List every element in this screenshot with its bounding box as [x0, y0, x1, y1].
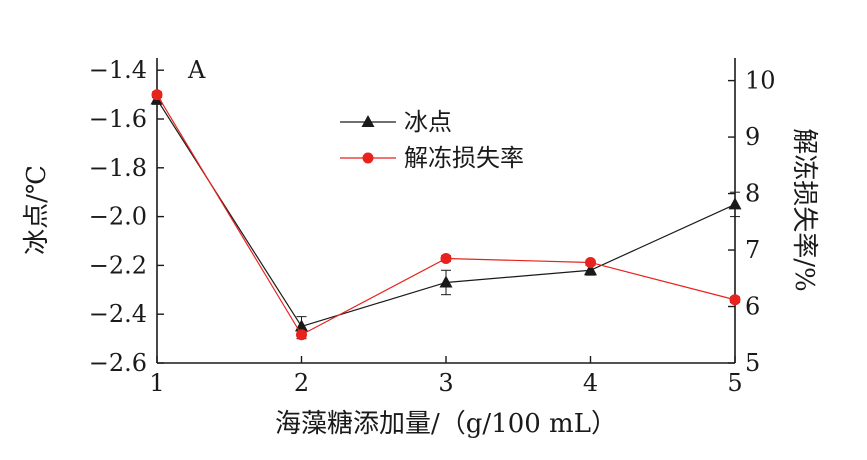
- data-point: [439, 275, 453, 288]
- legend-label: 解冻损失率: [404, 144, 524, 172]
- x-axis-ticks: 1 2 3 4 5: [149, 356, 743, 397]
- plot-frame: [156, 58, 736, 364]
- legend-label: 冰点: [404, 108, 452, 136]
- x-tick-label: 5: [727, 369, 742, 397]
- triangle-marker-icon: [361, 115, 375, 127]
- x-tick-label: 3: [438, 369, 453, 397]
- panel-label: A: [187, 56, 206, 84]
- right-tick-label: 9: [745, 123, 760, 151]
- series-layer: [150, 89, 742, 341]
- legend-item: 解冻损失率: [340, 144, 524, 172]
- data-point: [728, 197, 742, 210]
- left-tick-label: −1.6: [89, 105, 147, 133]
- x-tick-label: 1: [149, 369, 164, 397]
- right-tick-label: 5: [745, 349, 760, 377]
- legend-item: 冰点: [340, 108, 452, 136]
- left-axis-ticks: −1.4 −1.6 −1.8 −2.0 −2.2 −2.4 −2.6: [89, 56, 164, 377]
- left-tick-label: −2.4: [89, 300, 147, 328]
- data-point: [440, 253, 452, 265]
- circle-marker-icon: [362, 152, 374, 164]
- right-axis-ticks: 10 9 8 7 6 5: [728, 67, 776, 377]
- x-tick-label: 2: [294, 369, 309, 397]
- data-point: [584, 263, 597, 276]
- right-tick-label: 10: [745, 67, 776, 95]
- left-tick-label: −1.4: [89, 56, 147, 84]
- left-tick-label: −2.2: [89, 251, 147, 279]
- x-tick-label: 4: [583, 369, 598, 397]
- right-tick-label: 7: [745, 236, 760, 264]
- x-axis-title: 海藻糖添加量/（g/100 mL）: [275, 409, 617, 439]
- data-point: [585, 256, 596, 268]
- data-point: [296, 329, 307, 341]
- data-point: [729, 294, 741, 306]
- right-tick-label: 8: [745, 180, 760, 208]
- left-tick-label: −2.6: [89, 349, 147, 377]
- right-tick-label: 6: [745, 293, 760, 321]
- data-point: [151, 89, 163, 101]
- right-axis-title: 解冻损失率/%: [789, 128, 819, 291]
- left-tick-label: −1.8: [89, 154, 147, 182]
- series-thaw-loss: [151, 89, 741, 341]
- left-axis-title: 冰点/℃: [22, 165, 52, 255]
- left-tick-label: −2.0: [89, 203, 147, 231]
